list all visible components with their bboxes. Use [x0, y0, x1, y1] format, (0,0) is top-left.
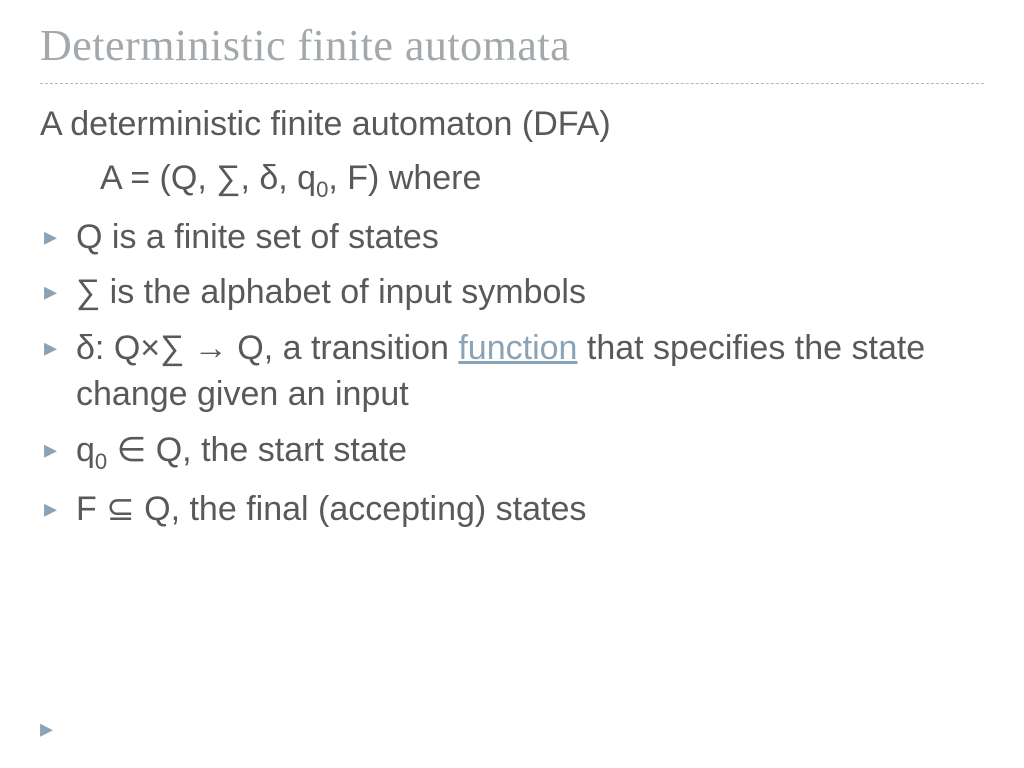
bullet-item-3: q0 ∈ Q, the start state [40, 428, 984, 477]
slide: Deterministic finite automata A determin… [0, 0, 1024, 768]
bullet-list: Q is a finite set of states ∑ is the alph… [40, 215, 984, 533]
footer-chevron-icon: ▸ [40, 713, 53, 744]
bullet-item-0: Q is a finite set of states [40, 215, 984, 261]
formula-subscript: 0 [316, 177, 328, 202]
formula-prefix: A = (Q, ∑, δ, q [100, 159, 316, 197]
formula-suffix: , F) where [328, 159, 481, 197]
bullet-item-1: ∑ is the alphabet of input symbols [40, 270, 984, 316]
inline-link[interactable]: function [458, 329, 577, 367]
slide-title: Deterministic finite automata [40, 20, 984, 84]
dfa-formula: A = (Q, ∑, δ, q0, F) where [40, 156, 984, 205]
bullet-item-2: δ: Q×∑ → Q, a transition function that s… [40, 326, 984, 418]
intro-text: A deterministic finite automaton (DFA) [40, 102, 984, 148]
bullet-item-4: F ⊆ Q, the final (accepting) states [40, 487, 984, 533]
slide-body: A deterministic finite automaton (DFA) A… [40, 102, 984, 533]
